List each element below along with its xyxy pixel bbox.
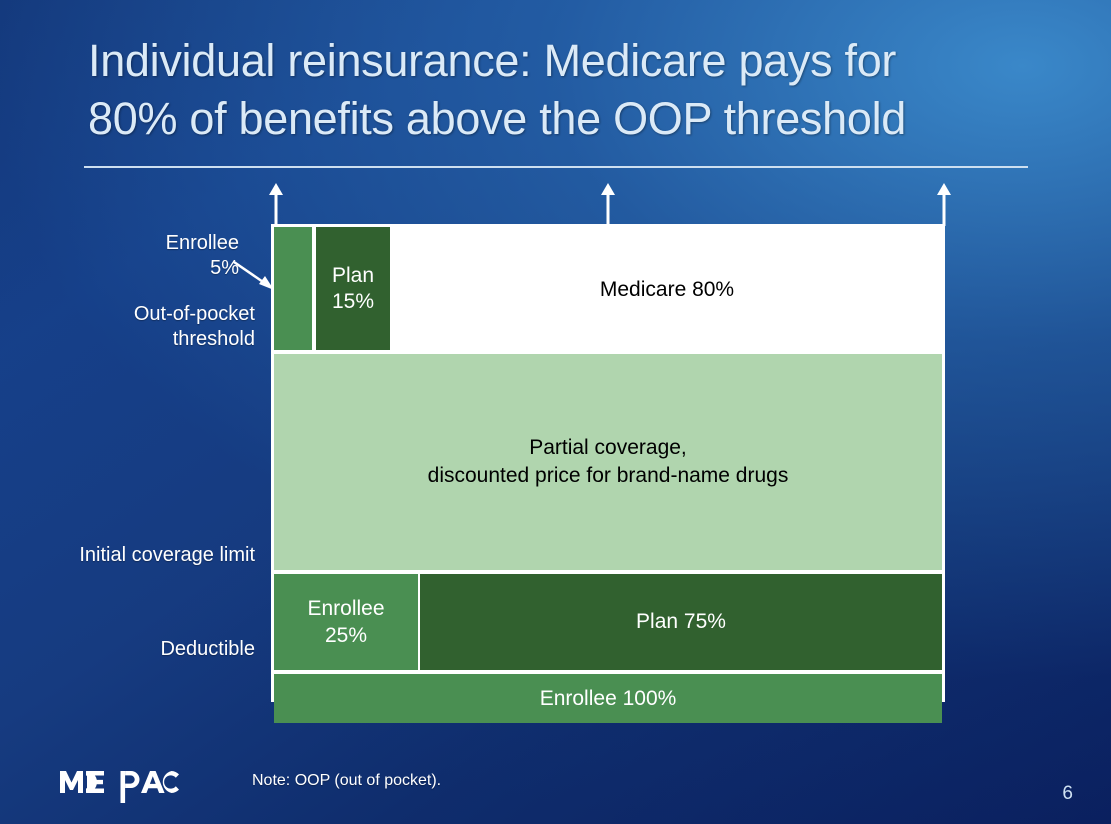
up-arrow-icon-middle <box>601 183 615 226</box>
up-arrow-icon-right <box>937 183 951 226</box>
page-title-text: Individual reinsurance: Medicare pays fo… <box>88 35 907 144</box>
benefit-structure-chart: Plan 15% Medicare 80% Partial coverage, … <box>271 224 945 723</box>
label-out-of-pocket-threshold: Out-of-pocket threshold <box>133 303 255 350</box>
label-initial-coverage-limit: Initial coverage limit <box>79 544 255 566</box>
label-enrollee-5-percent: Enrollee 5% <box>165 232 239 279</box>
segment-enrollee-5 <box>274 227 314 352</box>
chart-row-coverage-gap: Partial coverage, discounted price for b… <box>274 352 942 572</box>
segment-medicare-80: Medicare 80% <box>392 227 942 352</box>
chart-row-initial-coverage: Enrollee 25% Plan 75% <box>274 572 942 672</box>
chart-row-deductible: Enrollee 100% <box>274 672 942 723</box>
segment-plan-15: Plan 15% <box>314 227 392 352</box>
segment-enrollee-100: Enrollee 100% <box>274 672 942 723</box>
page-number: 6 <box>1062 783 1073 804</box>
callout-arrow-icon <box>233 260 274 290</box>
up-arrow-icon-left <box>269 183 283 226</box>
page-title: Individual reinsurance: Medicare pays fo… <box>88 32 1028 148</box>
segment-enrollee-25: Enrollee 25% <box>274 572 420 672</box>
segment-partial-coverage: Partial coverage, discounted price for b… <box>274 352 942 572</box>
chart-row-catastrophic: Plan 15% Medicare 80% <box>274 227 942 352</box>
segment-plan-75: Plan 75% <box>420 572 942 672</box>
medpac-logo <box>60 771 179 803</box>
note-text: Note: OOP (out of pocket). <box>252 772 442 789</box>
label-deductible: Deductible <box>160 638 255 660</box>
title-divider <box>84 166 1028 168</box>
